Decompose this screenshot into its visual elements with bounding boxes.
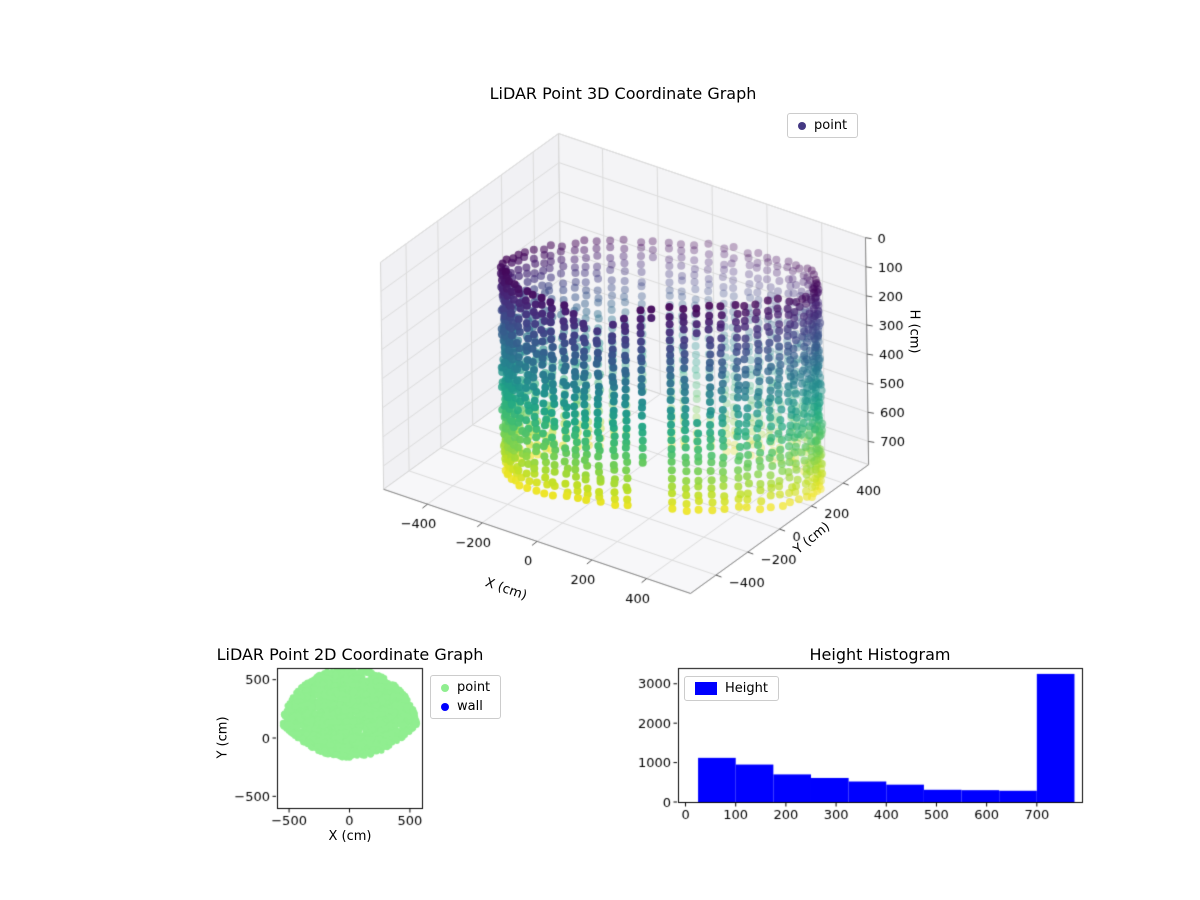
histogram-legend: Height bbox=[684, 676, 779, 701]
point-marker-icon bbox=[441, 683, 449, 692]
legend-label-height: Height bbox=[725, 681, 768, 696]
height-bar-swatch-icon bbox=[695, 682, 717, 695]
wall-marker-icon bbox=[441, 702, 449, 711]
legend-entry-point2d: point bbox=[441, 680, 490, 695]
scatter-point-marker-icon bbox=[798, 121, 806, 130]
plot2d-yaxis-label: Y (cm) bbox=[215, 716, 231, 759]
legend-label-point2d: point bbox=[457, 680, 491, 695]
legend-label-point3d: point bbox=[814, 118, 848, 133]
plot2d-xaxis-label: X (cm) bbox=[328, 829, 372, 844]
legend-entry-point3d: point bbox=[798, 118, 847, 133]
legend-entry-height: Height bbox=[695, 681, 768, 696]
legend-label-wall: wall bbox=[457, 699, 483, 714]
plot3d-title: LiDAR Point 3D Coordinate Graph bbox=[489, 84, 757, 103]
plot2d-legend: point wall bbox=[430, 675, 502, 719]
plot2d-title: LiDAR Point 2D Coordinate Graph bbox=[216, 645, 484, 664]
legend-entry-wall: wall bbox=[441, 699, 490, 714]
plot3d-legend: point bbox=[787, 113, 859, 138]
histogram-title: Height Histogram bbox=[809, 645, 951, 664]
plot3d-zaxis-label: H (cm) bbox=[906, 309, 922, 354]
